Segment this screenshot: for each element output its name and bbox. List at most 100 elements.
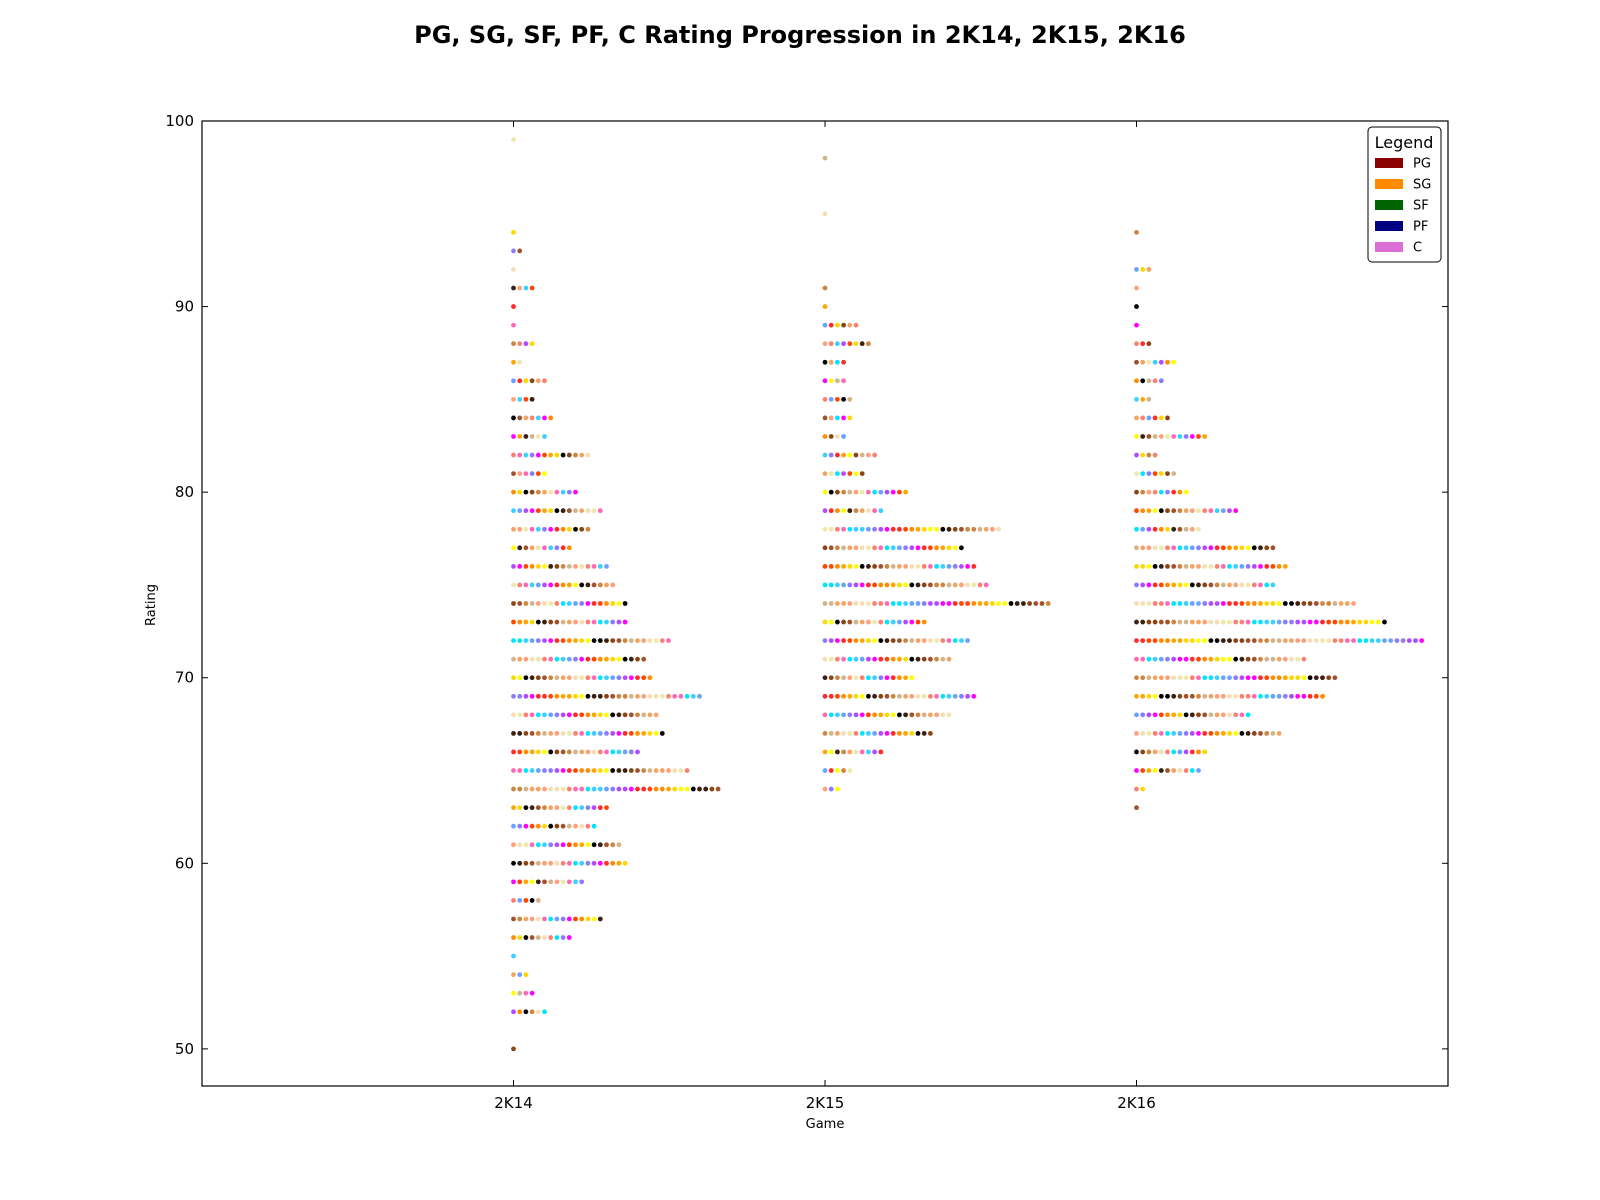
legend-swatch bbox=[1375, 158, 1403, 168]
data-point bbox=[517, 471, 523, 476]
data-point bbox=[1189, 563, 1195, 569]
data-point bbox=[884, 601, 890, 606]
data-point bbox=[641, 731, 647, 736]
data-point bbox=[560, 860, 566, 866]
data-point bbox=[859, 731, 865, 736]
data-point bbox=[554, 768, 560, 773]
data-point bbox=[1146, 693, 1152, 699]
data-point bbox=[511, 656, 516, 662]
data-point bbox=[983, 601, 989, 606]
data-point bbox=[659, 638, 665, 644]
data-point bbox=[542, 842, 547, 848]
data-point bbox=[635, 731, 640, 736]
data-point bbox=[591, 842, 597, 848]
data-point bbox=[517, 452, 523, 458]
data-point bbox=[1307, 619, 1313, 625]
data-point bbox=[653, 768, 659, 773]
data-point bbox=[622, 675, 628, 681]
data-point bbox=[511, 526, 516, 532]
data-point bbox=[822, 155, 828, 161]
data-point bbox=[511, 601, 516, 606]
data-point bbox=[604, 712, 609, 718]
data-point bbox=[1251, 656, 1257, 662]
data-point bbox=[591, 601, 597, 606]
data-point bbox=[1146, 656, 1152, 662]
data-point bbox=[523, 768, 529, 773]
data-point bbox=[866, 582, 871, 588]
data-point bbox=[566, 489, 572, 495]
data-point bbox=[1134, 805, 1139, 811]
data-point bbox=[1183, 619, 1189, 625]
data-point bbox=[573, 489, 578, 495]
data-point bbox=[1239, 619, 1245, 625]
data-point bbox=[548, 805, 554, 811]
data-point bbox=[965, 638, 970, 644]
data-point bbox=[548, 508, 554, 514]
data-point bbox=[828, 731, 834, 736]
data-point bbox=[1196, 656, 1201, 662]
data-point bbox=[622, 693, 628, 699]
data-point bbox=[1202, 675, 1208, 681]
data-point bbox=[1245, 545, 1251, 551]
data-point bbox=[1208, 563, 1214, 569]
data-point bbox=[573, 619, 578, 625]
data-point bbox=[1208, 619, 1214, 625]
data-point bbox=[1140, 563, 1146, 569]
data-point bbox=[859, 545, 865, 551]
data-point bbox=[859, 471, 865, 476]
data-point bbox=[529, 526, 535, 532]
data-point bbox=[859, 712, 865, 718]
data-point bbox=[542, 823, 547, 829]
data-point bbox=[903, 712, 908, 718]
data-point bbox=[1134, 471, 1139, 476]
data-point bbox=[1220, 712, 1226, 718]
data-point bbox=[1158, 712, 1164, 718]
data-point bbox=[529, 452, 535, 458]
data-point bbox=[604, 805, 609, 811]
data-point bbox=[1214, 675, 1220, 681]
data-point bbox=[1233, 545, 1239, 551]
data-point bbox=[1189, 582, 1195, 588]
data-point bbox=[1140, 434, 1146, 439]
data-point bbox=[511, 805, 516, 811]
data-point bbox=[560, 786, 566, 792]
chart-title: PG, SG, SF, PF, C Rating Progression in … bbox=[414, 21, 1186, 49]
data-point bbox=[1313, 619, 1319, 625]
data-point bbox=[517, 415, 523, 421]
data-point bbox=[535, 563, 541, 569]
data-point bbox=[511, 471, 516, 476]
data-point bbox=[585, 823, 591, 829]
data-point bbox=[529, 693, 535, 699]
data-point bbox=[517, 823, 523, 829]
data-point bbox=[511, 248, 516, 254]
data-point bbox=[579, 526, 585, 532]
data-point bbox=[616, 768, 622, 773]
data-point bbox=[666, 693, 671, 699]
data-point bbox=[523, 860, 529, 866]
data-point bbox=[535, 471, 541, 476]
data-point bbox=[1152, 768, 1158, 773]
data-point bbox=[878, 563, 884, 569]
data-point bbox=[597, 768, 603, 773]
data-point bbox=[610, 582, 616, 588]
data-point bbox=[1251, 638, 1257, 644]
data-point bbox=[1307, 601, 1313, 606]
data-point bbox=[1202, 619, 1208, 625]
data-point bbox=[517, 489, 523, 495]
data-point bbox=[554, 805, 560, 811]
data-point bbox=[1227, 582, 1232, 588]
data-point bbox=[915, 582, 921, 588]
data-point bbox=[653, 712, 659, 718]
data-point bbox=[983, 582, 989, 588]
data-point bbox=[585, 805, 591, 811]
data-point bbox=[828, 322, 834, 328]
data-point bbox=[542, 508, 547, 514]
data-point bbox=[890, 712, 896, 718]
data-point bbox=[511, 508, 516, 514]
data-point bbox=[828, 489, 834, 495]
data-point bbox=[909, 712, 915, 718]
data-point bbox=[628, 731, 634, 736]
data-point bbox=[1165, 471, 1170, 476]
data-point bbox=[597, 563, 603, 569]
data-point bbox=[1233, 693, 1239, 699]
